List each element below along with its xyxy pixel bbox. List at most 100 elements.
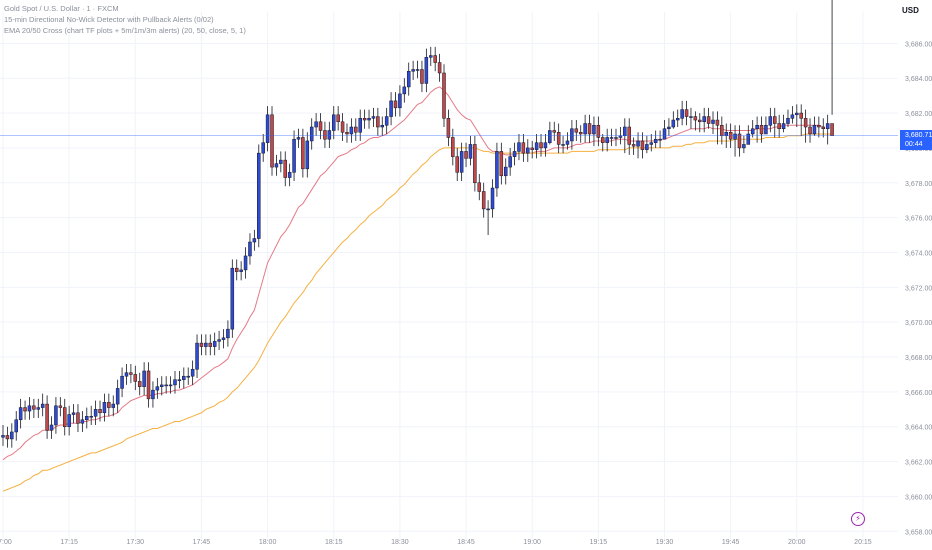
candle — [54, 397, 58, 434]
candle-body — [556, 131, 561, 145]
chart-legend: Gold Spot / U.S. Dollar · 1 · FXCM 15-mi… — [4, 3, 246, 36]
candle-body — [146, 370, 151, 400]
candle-body — [737, 133, 742, 149]
candle — [495, 142, 499, 197]
candle — [415, 60, 420, 79]
candle-body — [605, 137, 609, 143]
candle-body — [384, 116, 389, 126]
candle — [296, 128, 301, 148]
candle — [821, 118, 826, 138]
candle — [464, 142, 468, 168]
x-axis[interactable]: 17:00 17:15 17:30 17:45 18:00 18:15 18:30 18:45… — [0, 539, 872, 546]
candle-body — [71, 412, 76, 415]
candle-body — [323, 130, 327, 140]
candle — [424, 48, 429, 93]
currency-label[interactable]: USD — [902, 6, 919, 15]
candle — [182, 367, 186, 389]
indicator-label-2[interactable]: EMA 20/50 Cross (chart TF plots + 5m/1m/… — [4, 26, 246, 35]
candle — [587, 114, 592, 143]
candle — [5, 426, 10, 448]
y-axis[interactable]: 3,686.003,684.003,682.003,680.003,678.00… — [905, 41, 932, 536]
y-tick-label: 3,682.00 — [905, 111, 932, 118]
candle — [446, 109, 451, 147]
candle-body — [230, 267, 235, 330]
candle-body — [362, 118, 367, 121]
candle — [27, 397, 32, 420]
candle-body — [349, 126, 354, 135]
candle-body — [781, 123, 786, 130]
candle-body — [764, 125, 768, 135]
candle — [759, 116, 764, 143]
candle — [773, 107, 777, 138]
candle-body — [706, 116, 711, 124]
candle — [508, 147, 512, 176]
candle-body — [45, 403, 49, 431]
candle — [486, 200, 490, 236]
symbol-title[interactable]: Gold Spot / U.S. Dollar · 1 · FXCM — [4, 4, 119, 13]
candle — [173, 370, 177, 394]
candle — [199, 334, 204, 356]
candle-body — [23, 407, 27, 412]
candle-body — [565, 140, 570, 145]
candle — [367, 109, 371, 129]
candle-body — [609, 137, 614, 139]
candle — [803, 109, 808, 143]
candle — [115, 379, 120, 413]
candle-body — [80, 419, 85, 424]
candle — [733, 125, 737, 157]
candle — [786, 109, 790, 128]
candle-body — [76, 412, 80, 424]
candle-body — [111, 403, 115, 408]
candle — [18, 398, 23, 429]
lightning-bolt-icon[interactable]: ⚡ — [851, 512, 865, 526]
candle-body — [693, 116, 698, 121]
candle — [71, 404, 76, 424]
candle — [499, 142, 504, 185]
candle — [384, 107, 389, 134]
candle-body — [336, 114, 340, 123]
candle — [93, 400, 98, 425]
candle — [720, 116, 724, 145]
countdown-timer: 00:44 — [905, 141, 923, 148]
candle-body — [49, 424, 54, 431]
candle — [693, 111, 698, 131]
candle-body — [446, 118, 451, 138]
indicator-label-1[interactable]: 15-min Directional No-Wick Detector with… — [4, 15, 214, 24]
candle-body — [93, 409, 98, 417]
candle-body — [98, 409, 102, 414]
candle — [376, 107, 380, 136]
candle — [680, 100, 684, 126]
candle — [534, 133, 539, 159]
candle — [601, 133, 605, 152]
candle — [155, 377, 160, 399]
candle — [137, 372, 142, 396]
candle-body — [345, 131, 349, 135]
candle — [168, 376, 173, 394]
candle — [715, 111, 720, 145]
candle — [89, 405, 93, 425]
candle — [817, 116, 821, 138]
candle-body — [27, 405, 32, 412]
candle-body — [724, 131, 728, 136]
candle — [526, 139, 530, 162]
candle-body — [675, 118, 680, 121]
candle-body — [755, 125, 759, 130]
candle — [742, 135, 746, 154]
candle-body — [151, 389, 155, 400]
candle-body — [526, 147, 530, 154]
candle — [287, 163, 292, 187]
candle-body — [570, 128, 574, 142]
candle — [58, 397, 63, 417]
candle — [252, 229, 257, 251]
candle — [195, 334, 199, 378]
x-tick-label: 18:00 — [259, 539, 277, 546]
candle — [746, 125, 751, 145]
candle-body — [155, 386, 160, 391]
candle-body — [221, 337, 226, 340]
candle-body — [473, 144, 477, 184]
candle-body — [746, 133, 751, 145]
candle-body — [14, 419, 18, 433]
candle-body — [552, 130, 556, 133]
candle-body — [812, 125, 817, 135]
